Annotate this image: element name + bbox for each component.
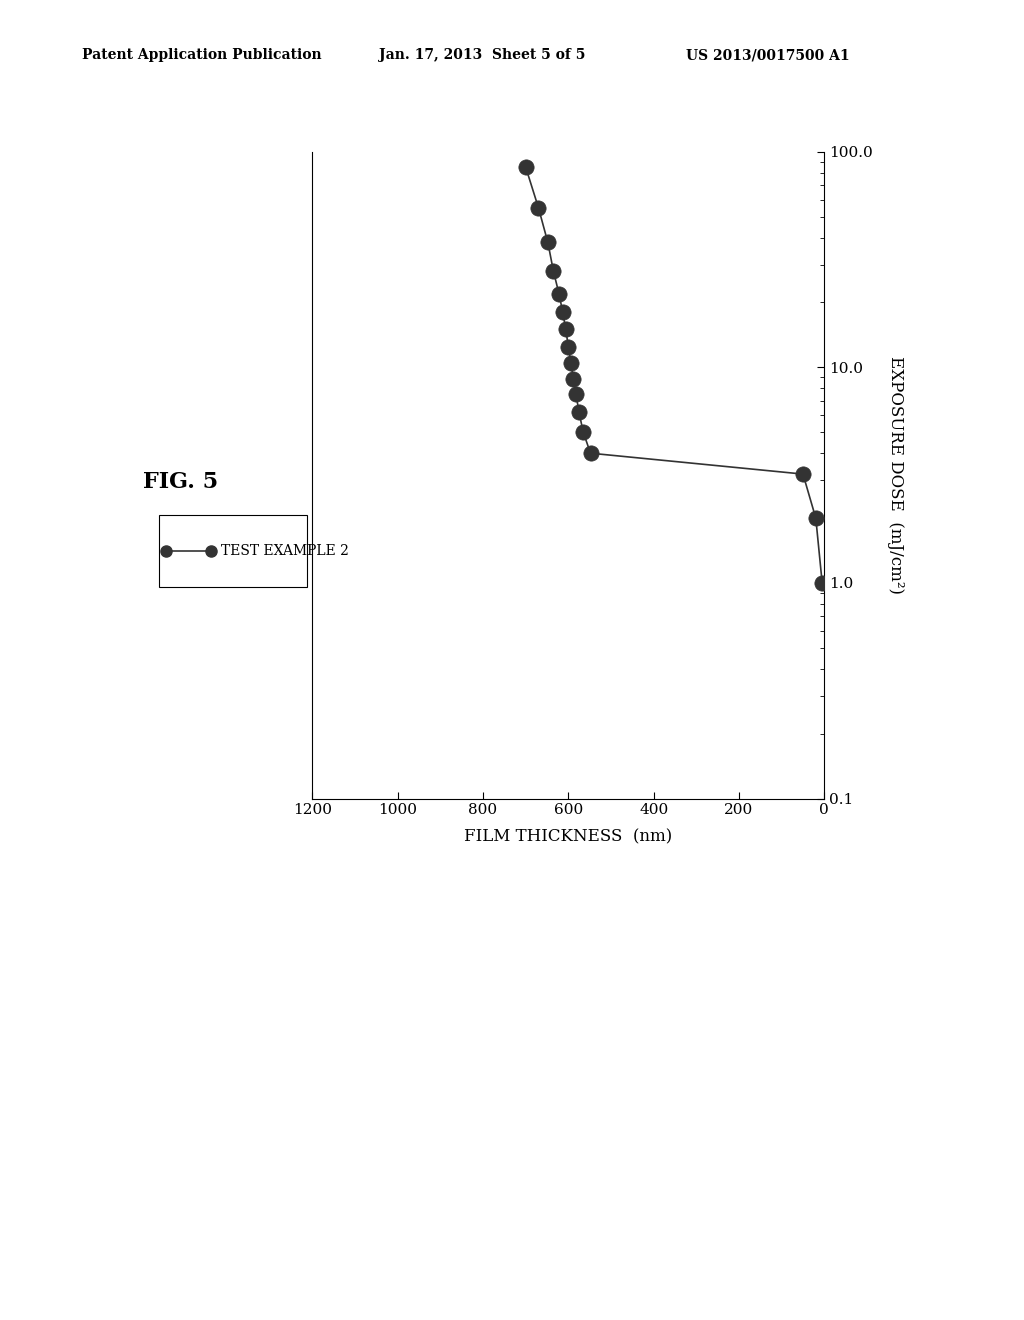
Text: US 2013/0017500 A1: US 2013/0017500 A1 bbox=[686, 49, 850, 62]
Text: TEST EXAMPLE 2: TEST EXAMPLE 2 bbox=[221, 544, 349, 558]
Text: Patent Application Publication: Patent Application Publication bbox=[82, 49, 322, 62]
Text: FIG. 5: FIG. 5 bbox=[143, 471, 218, 494]
Y-axis label: EXPOSURE DOSE  (mJ/cm²): EXPOSURE DOSE (mJ/cm²) bbox=[887, 356, 904, 594]
X-axis label: FILM THICKNESS  (nm): FILM THICKNESS (nm) bbox=[464, 829, 673, 846]
Text: Jan. 17, 2013  Sheet 5 of 5: Jan. 17, 2013 Sheet 5 of 5 bbox=[379, 49, 586, 62]
